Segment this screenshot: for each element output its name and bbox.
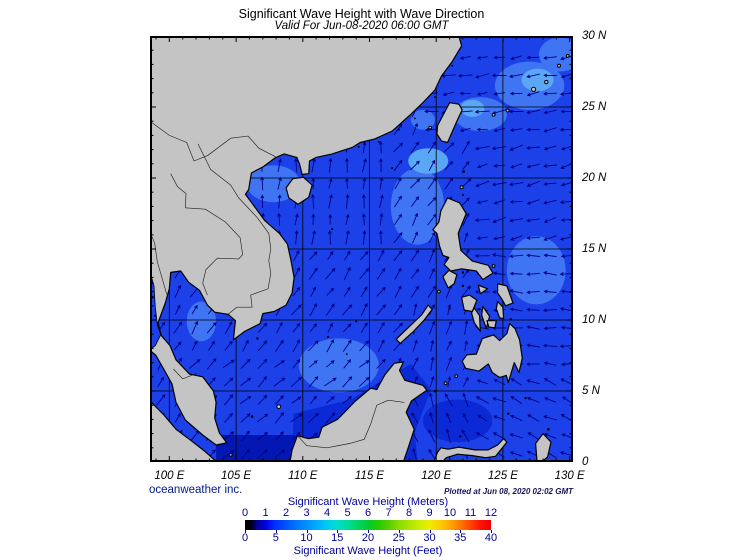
lat-axis-label: 5 N [582,385,600,397]
lon-axis-label: 130 E [554,470,585,482]
legend-feet-tick-mark [306,530,308,533]
legend-meters-tick-label: 6 [364,507,372,519]
lat-axis-label: 15 N [582,243,607,255]
lat-axis-label: 0 [582,456,589,468]
lat-axis-label: 20 N [582,172,607,184]
chart-valid-time: Valid For Jun-08-2020 06:00 GMT [274,20,449,32]
legend-feet-tick-label: 5 [272,532,279,544]
legend-feet-tick-label: 40 [484,532,498,544]
chart-title: Significant Wave Height with Wave Direct… [238,7,485,21]
lon-axis-label: 125 E [487,470,518,482]
credit-text: oceanweather inc. [149,484,243,496]
legend-feet-tick-label: 10 [300,532,313,544]
legend-feet-tick-mark [398,530,400,533]
legend-feet-tick-mark [337,530,339,533]
legend-colorbar [245,520,492,533]
legend-feet-ticks: 0 5 10 15 20 25 30 35 40 [241,532,497,544]
legend-meters-ticks: 0 1 2 3 4 5 6 7 8 9 10 11 12 [241,507,497,519]
legend-meters-tick-label: 12 [484,507,498,519]
legend-meters-tick-label: 9 [426,507,433,519]
lon-axis-label: 115 E [354,470,385,482]
legend-meters-tick-label: 11 [464,507,477,519]
legend-meters-tick-label: 10 [443,507,457,519]
legend-feet-tick-label: 20 [361,532,375,544]
legend-meters-tick-label: 5 [344,507,351,519]
lon-axis-label: 105 E [221,470,252,482]
lat-axis-label: 30 N [582,30,607,42]
lon-axis-label: 120 E [421,470,452,482]
legend-feet-tick-label: 0 [241,532,249,544]
legend-title-feet: Significant Wave Height (Feet) [293,545,443,557]
lon-axis-label: 110 E [288,470,318,482]
legend-feet-tick-mark [245,530,246,533]
legend-feet-tick-label: 25 [392,532,405,544]
legend-feet-tick-mark [429,530,431,533]
legend-meters-tick-label: 0 [241,507,249,519]
legend-feet-tick-mark [275,530,277,533]
lat-axis-label: 25 N [582,101,607,113]
legend-meters-tick-label: 2 [282,507,290,519]
legend-meters-tick-label: 1 [262,507,269,519]
legend-meters-tick-label: 7 [385,507,392,519]
legend-feet-tick-mark [368,530,369,533]
plotted-timestamp: Plotted at Jun 08, 2020 02:02 GMT [444,487,573,496]
legend-meters-tick-label: 3 [303,507,310,519]
lat-axis-label: 10 N [582,314,607,326]
legend-meters-tick-label: 8 [405,507,413,519]
legend-feet-tick-label: 15 [331,532,344,544]
legend-feet-tick-mark [491,530,492,533]
lon-axis-label: 100 E [154,470,185,482]
legend-feet-tick-label: 30 [423,532,436,544]
legend-feet-tick-mark [460,530,462,533]
legend-meters-tick-label: 4 [323,507,331,519]
legend-feet-tick-label: 35 [454,532,467,544]
legend-title-meters: Significant Wave Height (Meters) [287,496,449,508]
map-canvas [149,35,582,462]
